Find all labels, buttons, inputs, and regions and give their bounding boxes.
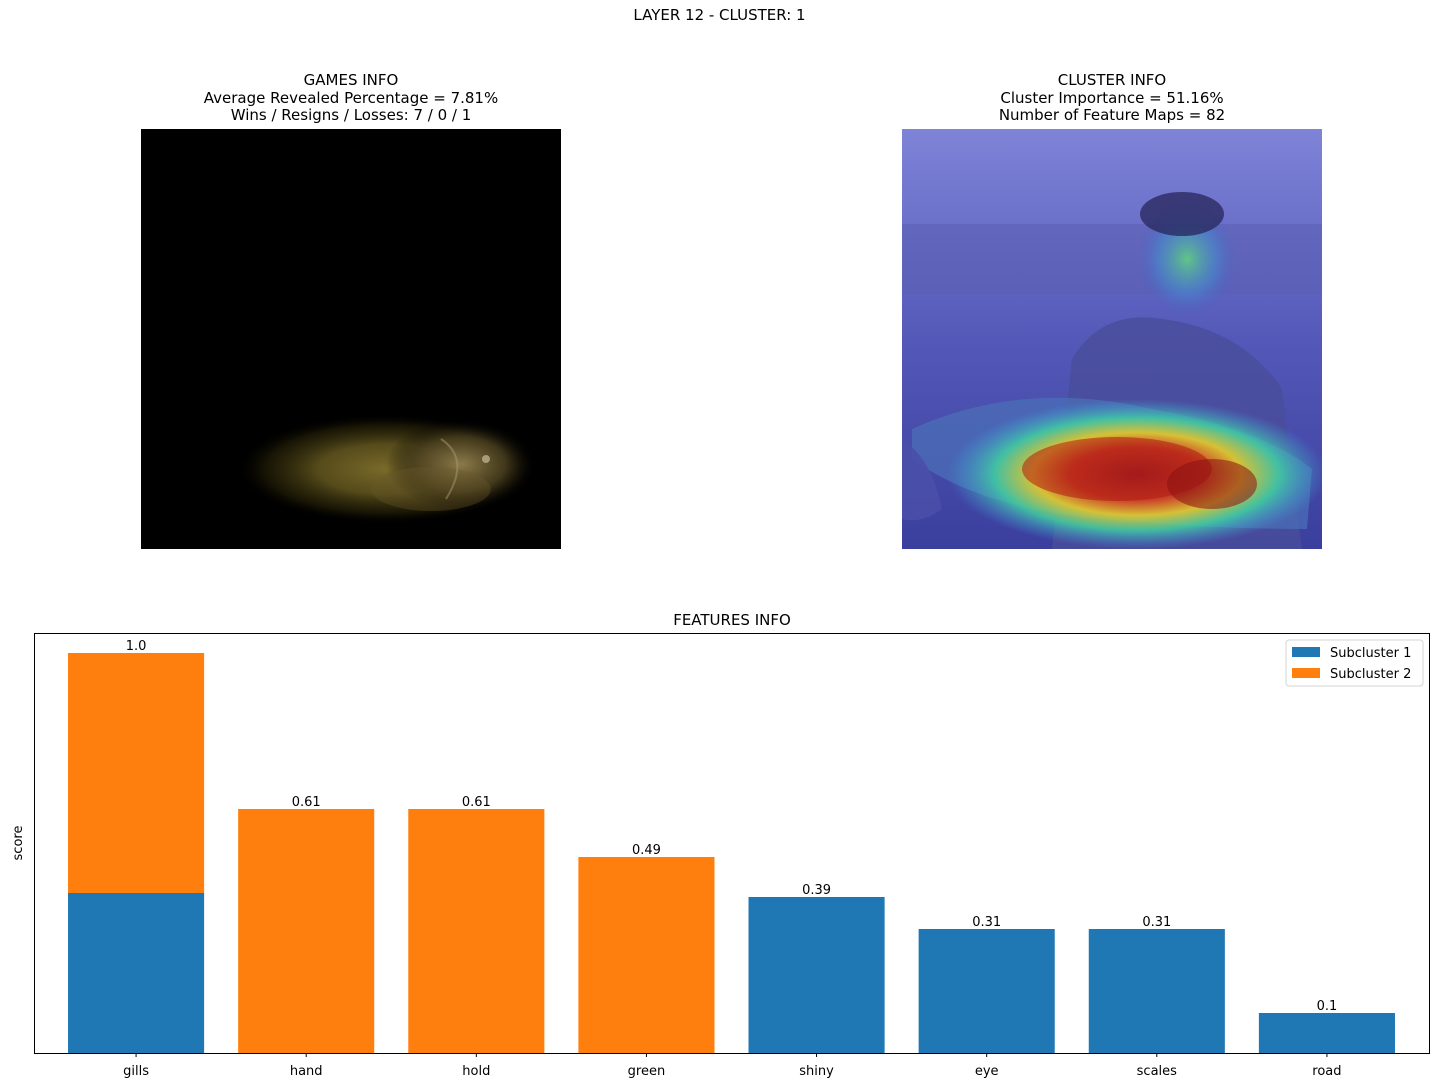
- average-revealed-percentage: Average Revealed Percentage = 7.81%: [203, 88, 499, 107]
- bar-road-subcluster-1: [1258, 1013, 1395, 1053]
- bar-scales-subcluster-1: [1088, 929, 1225, 1053]
- legend-swatch-subcluster-2: [1292, 668, 1320, 678]
- x-tick-labels-group: gills hand hold green shiny eye scales road: [123, 1053, 1342, 1079]
- x-tick-label-road: road: [1312, 1064, 1341, 1079]
- bar-gills-subcluster-2: [68, 653, 205, 893]
- legend-swatch-subcluster-1: [1292, 647, 1320, 657]
- data-label-road: 0.1: [1317, 999, 1338, 1014]
- x-tick-label-scales: scales: [1137, 1064, 1177, 1079]
- figure-suptitle: LAYER 12 - CLUSTER: 1: [633, 6, 806, 24]
- legend-box: [1285, 639, 1424, 687]
- games-info-heading: GAMES INFO: [303, 71, 399, 89]
- bar-green-subcluster-2: [578, 857, 715, 1053]
- bar-shiny-subcluster-1: [748, 897, 885, 1053]
- legend: Subcluster 1 Subcluster 2: [1285, 639, 1424, 687]
- x-tick-label-eye: eye: [975, 1064, 999, 1079]
- legend-label-subcluster-2: Subcluster 2: [1330, 667, 1411, 682]
- data-label-eye: 0.31: [972, 915, 1001, 930]
- y-axis-label: score: [11, 826, 26, 861]
- data-label-gills: 1.0: [126, 639, 147, 654]
- data-label-hold: 0.61: [462, 795, 491, 810]
- data-label-green: 0.49: [632, 843, 661, 858]
- cluster-info-heading: CLUSTER INFO: [1057, 71, 1167, 89]
- data-label-scales: 0.31: [1142, 915, 1171, 930]
- cluster-importance: Cluster Importance = 51.16%: [1000, 88, 1224, 107]
- bar-gills-subcluster-1: [68, 893, 205, 1053]
- masked-fish-image: [141, 129, 561, 549]
- bars-group: [68, 653, 1395, 1053]
- plot-frame: [34, 633, 1430, 1054]
- data-label-shiny: 0.39: [802, 883, 831, 898]
- number-of-feature-maps: Number of Feature Maps = 82: [998, 106, 1226, 124]
- cluster-info-title: CLUSTER INFO Cluster Importance = 51.16%…: [902, 71, 1322, 125]
- x-tick-label-hold: hold: [462, 1064, 490, 1079]
- bar-eye-subcluster-1: [918, 929, 1055, 1053]
- games-info-title: GAMES INFO Average Revealed Percentage =…: [141, 71, 561, 125]
- wins-resigns-losses: Wins / Resigns / Losses: 7 / 0 / 1: [230, 106, 472, 124]
- x-tick-label-shiny: shiny: [799, 1064, 834, 1079]
- data-label-hand: 0.61: [292, 795, 321, 810]
- data-labels-group: 1.0 0.61 0.61 0.49 0.39 0.31 0.31 0.1: [126, 639, 1338, 1014]
- features-info-title: FEATURES INFO: [673, 611, 791, 629]
- bar-hold-subcluster-2: [408, 809, 545, 1053]
- x-tick-label-gills: gills: [123, 1064, 149, 1079]
- x-tick-label-green: green: [628, 1064, 666, 1079]
- bar-hand-subcluster-2: [238, 809, 375, 1053]
- heatmap-overlay-image: [902, 129, 1322, 549]
- x-tick-label-hand: hand: [290, 1064, 323, 1079]
- legend-label-subcluster-1: Subcluster 1: [1330, 646, 1411, 661]
